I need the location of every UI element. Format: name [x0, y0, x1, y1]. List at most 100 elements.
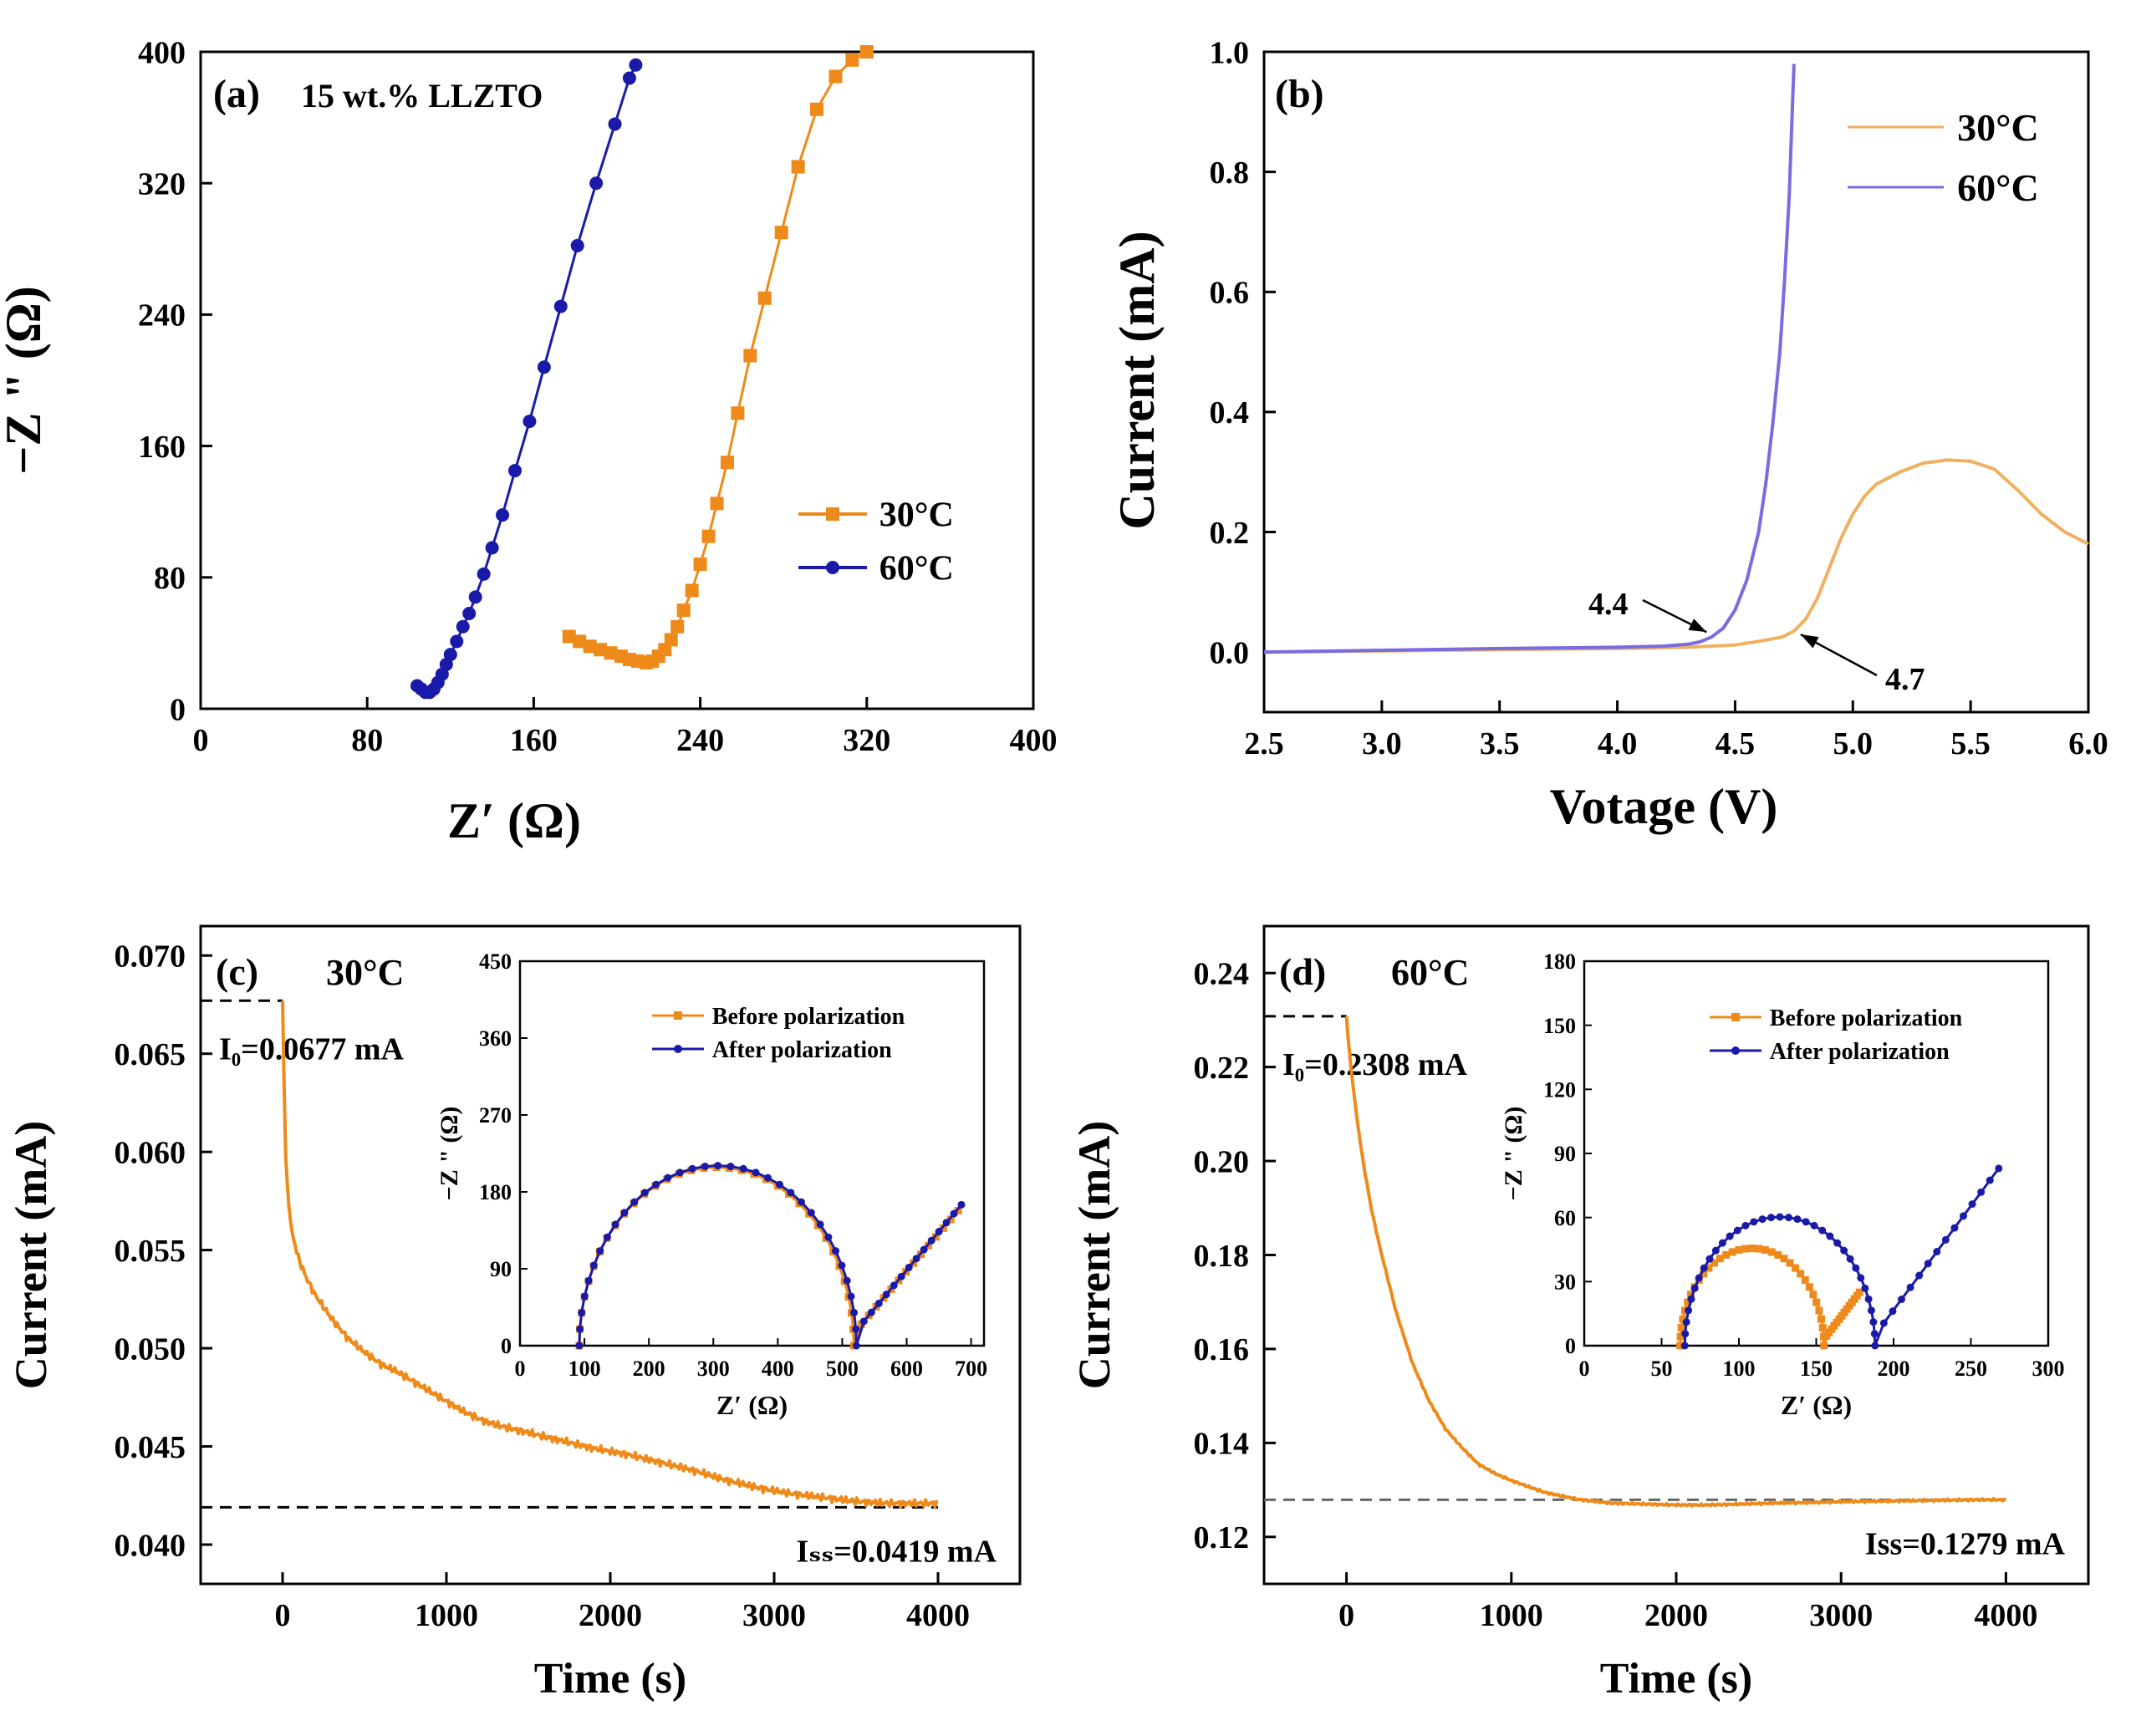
panel-d-current-curve: [1344, 1016, 2006, 1508]
panel-c-inset-data-point: [847, 1292, 855, 1301]
panel-d-inset-data-point: [1718, 1239, 1726, 1247]
panel-b-x-tick-label: 4.0: [1598, 726, 1638, 761]
panel-a-data-point: [604, 646, 618, 660]
panel-d-inset-data-point: [1681, 1330, 1690, 1338]
panel-a-data-point: [622, 71, 636, 85]
panel-d-inset-data-point: [1879, 1319, 1888, 1327]
panel-d-inset-data-point: [1680, 1341, 1689, 1350]
panel-c-inset-data-point: [776, 1180, 784, 1189]
panel-d-inset-data-point: [1852, 1264, 1860, 1272]
panel-c-inset-data-point: [664, 1173, 672, 1182]
panel-d-inset-y-tick-label: 120: [1543, 1077, 1576, 1102]
panel-c-inset-data-point: [596, 1247, 604, 1255]
panel-b-series-line: [1263, 64, 1796, 654]
panel-c-inset-data-point: [675, 1168, 684, 1177]
panel-c-y-tick-label: 0.050: [115, 1331, 186, 1367]
panel-a-data-point: [810, 102, 824, 116]
panel-c-inset-data-point: [611, 1220, 619, 1229]
panel-a-data-point: [589, 176, 604, 191]
panel-b-legend-label: 30°C: [1957, 106, 2039, 149]
panel-d-y-tick-label: 0.20: [1194, 1144, 1250, 1179]
panel-d-inset-data-point: [1755, 1245, 1763, 1253]
panel-d-inset-data-point: [1924, 1260, 1932, 1268]
panel-a-data-point: [720, 456, 734, 470]
panel-c-inset-data-point: [584, 1276, 593, 1285]
panel-a-data-point: [859, 45, 874, 59]
panel-c-inset-data-point: [575, 1341, 584, 1350]
panel-c-y-tick-label: 0.060: [115, 1135, 186, 1170]
panel-b-x-tick-label: 6.0: [2068, 726, 2108, 761]
panel-c-inset-x-tick-label: 200: [633, 1357, 665, 1381]
panel-d-inset-y-tick-label: 90: [1554, 1142, 1576, 1166]
panel-a-data-point: [553, 299, 568, 313]
panel-d-inset-x-tick-label: 0: [1579, 1357, 1590, 1381]
panel-d-inset-data-point: [1792, 1264, 1800, 1272]
panel-d-inset-data-point: [1677, 1324, 1685, 1332]
panel-c-inset-data-point: [764, 1173, 772, 1182]
panel-c-inset-data-point: [857, 1320, 865, 1328]
panel-c-inset-y-tick-label: 450: [479, 949, 512, 974]
panel-d-inset-data-point: [1968, 1200, 1976, 1209]
panel-d-inset-data-point: [1741, 1221, 1750, 1229]
panel-b-y-tick-label: 0.4: [1210, 395, 1250, 430]
panel-c-inset-data-point: [859, 1317, 868, 1326]
panel-d-x-tick-label: 2000: [1644, 1598, 1708, 1633]
panel-d-inset-data-point: [1906, 1283, 1914, 1291]
panel-d-inset-data-point: [1780, 1255, 1788, 1263]
panel-a-data-point: [570, 238, 584, 252]
panel-a-data-point: [731, 406, 745, 420]
panel-b-x-tick-label: 4.5: [1716, 726, 1756, 761]
panel-b-label: (b): [1275, 72, 1324, 116]
panel-d-inset-data-point: [1733, 1226, 1741, 1235]
panel-d-inset-data-point: [1679, 1315, 1687, 1323]
panel-d-i0-label: I₀=0.2308 mA: [1282, 1047, 1467, 1082]
panel-d-inset-data-point: [1786, 1259, 1794, 1267]
panel-b-legend-label: 60°C: [1957, 166, 2039, 209]
panel-d-inset-data-point: [1682, 1318, 1690, 1326]
panel-d-inset-y-tick-label: 180: [1543, 949, 1576, 974]
panel-c-inset-x-tick-label: 100: [568, 1357, 601, 1381]
panel-c-inset-data-point: [630, 1198, 639, 1206]
panel-d-inset-plot-area: [1583, 960, 2050, 1347]
panel-c-inset-y-tick-label: 270: [479, 1103, 512, 1128]
panel-c-inset-data-point: [950, 1209, 958, 1218]
panel-c-inset-data-point: [912, 1255, 920, 1263]
panel-d-inset-data-point: [1705, 1255, 1714, 1263]
panel-d-title: 60°C: [1391, 952, 1469, 993]
panel-a-data-point: [523, 415, 537, 429]
panel-d-inset-data-point: [1750, 1218, 1758, 1226]
panel-a-data-point: [664, 633, 678, 647]
panel-c-y-tick-label: 0.070: [115, 939, 186, 975]
panel-d-inset-data-point: [1797, 1270, 1805, 1278]
panel-d-inset-data-point: [1684, 1298, 1692, 1306]
panel-a-data-point: [701, 529, 716, 543]
panel-c-inset-x-tick-label: 400: [762, 1357, 794, 1381]
panel-c-inset-data-point: [714, 1162, 722, 1170]
panel-d-inset-x-tick-label: 250: [1955, 1357, 1987, 1381]
panel-d-inset-data-point: [1728, 1248, 1736, 1256]
panel-a-x-tick-label: 400: [1010, 723, 1058, 758]
panel-d-inset-data-point: [1700, 1270, 1708, 1278]
panel-d-y-axis-label: Current (mA): [1069, 1121, 1119, 1389]
panel-d-x-tick-label: 3000: [1809, 1598, 1873, 1633]
panel-c-inset-data-point: [927, 1236, 935, 1245]
panel-d-inset-legend-marker: [1731, 1013, 1740, 1021]
panel-c-inset-data-point: [640, 1189, 649, 1197]
panel-d-inset-data-point: [1840, 1246, 1848, 1255]
panel-d-inset-data-point: [1710, 1259, 1718, 1267]
panel-d-label: (d): [1279, 950, 1326, 993]
panel-d-inset-legend-marker: [1731, 1046, 1740, 1055]
panel-c-y-tick-label: 0.065: [115, 1037, 186, 1072]
panel-d-x-tick-label: 0: [1338, 1598, 1354, 1633]
panel-a-y-tick-label: 320: [138, 167, 186, 202]
panel-d-inset-x-tick-label: 300: [2032, 1357, 2065, 1381]
panel-a-data-point: [828, 69, 843, 84]
panel-d-inset-data-point: [1716, 1255, 1724, 1263]
panel-d-inset-data-point: [1809, 1291, 1817, 1299]
panel-d-inset-legend-label: After polarization: [1770, 1039, 1950, 1065]
panel-d-inset-data-point: [1933, 1248, 1941, 1256]
panel-c-inset-plot-area: [518, 960, 986, 1347]
panel-a-y-tick-label: 240: [138, 298, 186, 333]
panel-c-inset-legend-marker: [674, 1045, 682, 1053]
panel-d-inset-data-point: [1711, 1246, 1720, 1255]
